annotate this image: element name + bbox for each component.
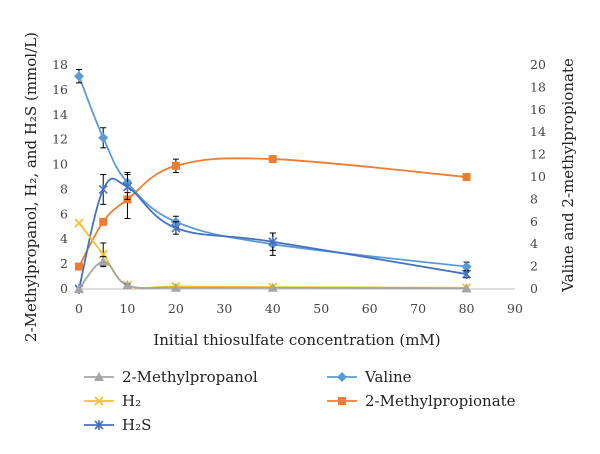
x-tick-labels: 0 10 20 30 40 50 60 70 80 90 bbox=[75, 301, 523, 316]
left-y-tick-label: 10 bbox=[52, 157, 68, 172]
legend-item: H₂S bbox=[84, 416, 151, 434]
right-y-tick-label: 6 bbox=[530, 214, 538, 229]
x-tick-label: 60 bbox=[362, 301, 378, 316]
legend-label: 2-Methylpropanol bbox=[122, 368, 258, 386]
data-point bbox=[171, 161, 180, 170]
left-y-tick-label: 18 bbox=[52, 57, 68, 72]
left-y-tick-label: 6 bbox=[60, 206, 68, 221]
axes: 0 10 20 30 40 50 60 70 80 90 0 2 4 6 8 10 12 14 16 18 0 2 4 6… bbox=[22, 32, 577, 349]
left-y-tick-label: 2 bbox=[60, 256, 68, 271]
legend-item: 2-Methylpropionate bbox=[327, 392, 516, 410]
right-y-tick-label: 12 bbox=[530, 147, 546, 162]
x-tick-label: 80 bbox=[459, 301, 475, 316]
series-h-s bbox=[74, 174, 472, 294]
series-line bbox=[78, 177, 467, 290]
data-point bbox=[74, 284, 84, 293]
right-y-tick-label: 4 bbox=[530, 236, 538, 251]
data-point bbox=[98, 132, 109, 143]
series-2-methylpropanol bbox=[74, 256, 472, 293]
legend-marker bbox=[94, 396, 104, 406]
data-point bbox=[461, 269, 472, 280]
data-point bbox=[99, 217, 108, 226]
right-y-tick-label: 8 bbox=[530, 191, 538, 206]
legend-label: H₂S bbox=[122, 416, 151, 434]
right-y-axis-title: Valine and 2-methylpropionate bbox=[559, 58, 577, 293]
left-y-tick-label: 4 bbox=[60, 231, 68, 246]
legend-label: Valine bbox=[364, 368, 412, 386]
x-tick-label: 70 bbox=[410, 301, 426, 316]
legend-item: H₂ bbox=[84, 392, 141, 410]
data-point bbox=[98, 184, 108, 195]
data-point bbox=[462, 173, 471, 181]
series-2-methylpropionate bbox=[75, 155, 471, 271]
right-y-tick-label: 18 bbox=[530, 79, 546, 94]
left-y-tick-label: 16 bbox=[52, 82, 68, 97]
data-point bbox=[461, 283, 472, 293]
x-tick-label: 0 bbox=[75, 301, 83, 316]
left-y-tick-labels: 0 2 4 6 8 10 12 14 16 18 bbox=[52, 57, 68, 296]
legend-item: 2-Methylpropanol bbox=[84, 368, 258, 386]
x-tick-label: 30 bbox=[216, 301, 232, 316]
x-axis-title: Initial thiosulfate concentration (mM) bbox=[153, 331, 440, 349]
data-point bbox=[267, 282, 278, 292]
data-point bbox=[98, 256, 109, 266]
x-tick-label: 90 bbox=[507, 301, 523, 316]
legend-marker bbox=[94, 372, 104, 381]
legend-label: H₂ bbox=[122, 392, 141, 410]
x-tick-label: 20 bbox=[168, 301, 184, 316]
data-point bbox=[75, 262, 83, 271]
left-y-axis-title: 2-Methylpropanol, H₂, and H₂S (mmol/L) bbox=[22, 32, 40, 342]
legend-label: 2-Methylpropionate bbox=[365, 392, 516, 410]
right-y-tick-label: 20 bbox=[530, 57, 546, 72]
data-point bbox=[74, 218, 84, 228]
data-point bbox=[122, 181, 133, 192]
data-point bbox=[170, 282, 181, 292]
legend-marker bbox=[338, 397, 346, 405]
x-tick-label: 10 bbox=[119, 301, 135, 316]
data-point bbox=[461, 261, 472, 272]
data-point bbox=[268, 236, 278, 247]
right-y-tick-label: 0 bbox=[530, 281, 538, 296]
right-y-tick-label: 10 bbox=[530, 169, 546, 184]
right-y-tick-label: 16 bbox=[530, 102, 546, 117]
legend-marker bbox=[94, 420, 104, 430]
left-y-tick-label: 12 bbox=[52, 132, 68, 147]
x-tick-label: 50 bbox=[313, 301, 329, 316]
data-point bbox=[74, 71, 84, 82]
left-y-tick-label: 8 bbox=[60, 181, 68, 196]
right-y-tick-labels: 0 2 4 6 8 10 12 14 16 18 20 bbox=[530, 57, 546, 296]
left-y-tick-label: 14 bbox=[52, 107, 68, 122]
right-y-tick-label: 2 bbox=[530, 259, 538, 274]
data-point bbox=[268, 155, 277, 164]
legend-marker bbox=[337, 372, 347, 382]
right-y-tick-label: 14 bbox=[530, 124, 546, 139]
legend: 2-Methylpropanol H₂ H₂S Valine 2-Methylpropi… bbox=[84, 368, 516, 434]
x-tick-label: 40 bbox=[265, 301, 281, 316]
data-point bbox=[122, 280, 133, 290]
plot-area bbox=[74, 68, 472, 294]
legend-item: Valine bbox=[327, 368, 412, 386]
data-point bbox=[171, 223, 181, 234]
left-y-tick-label: 0 bbox=[60, 281, 68, 296]
